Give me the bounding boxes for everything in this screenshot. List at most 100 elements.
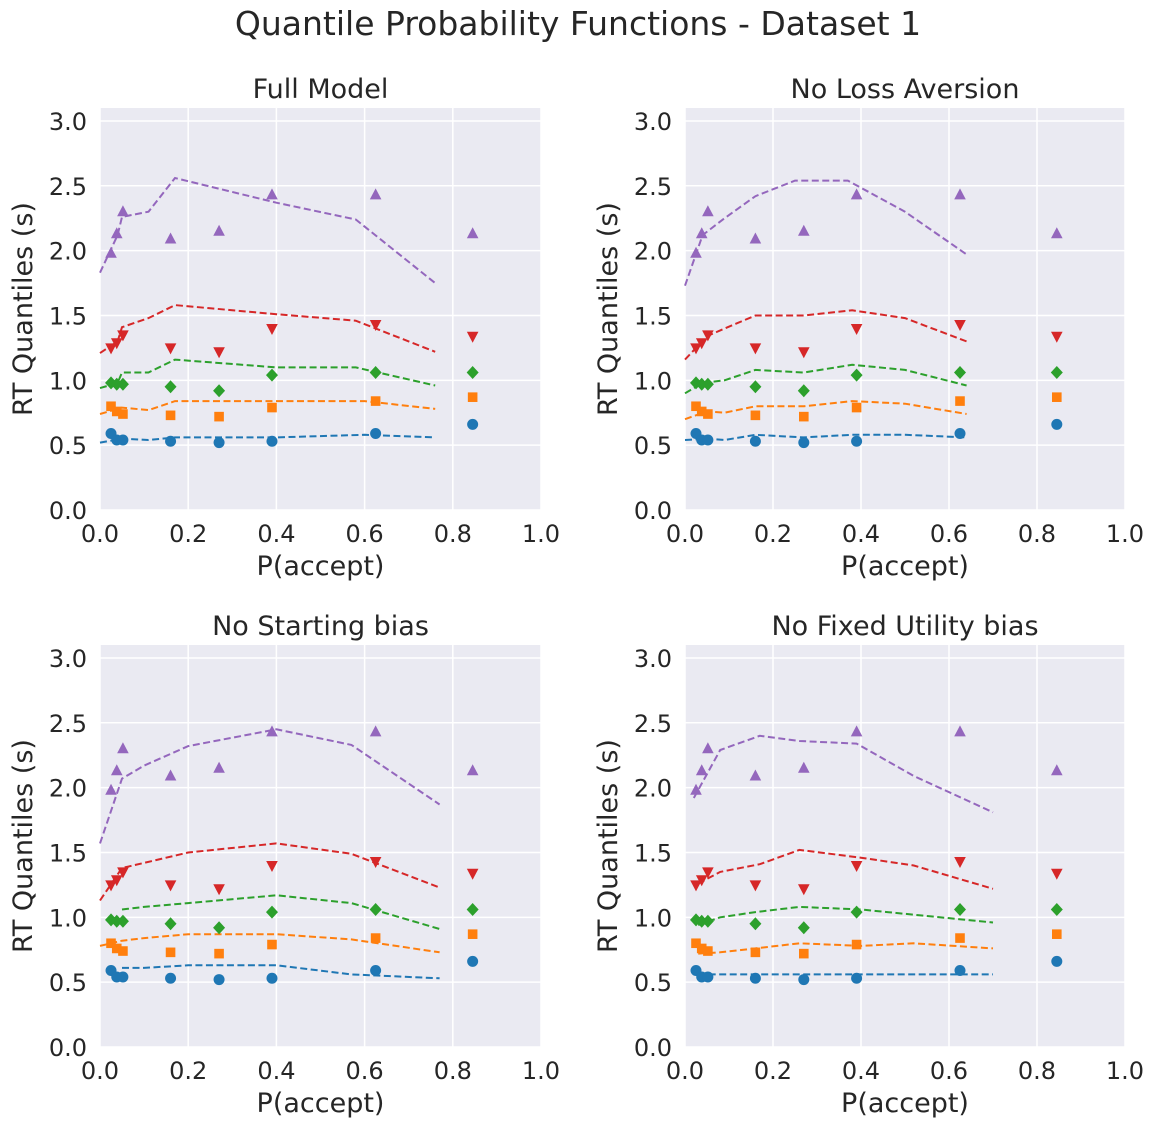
y-tick-label: 1.0 <box>49 367 87 395</box>
x-tick-label: 0.6 <box>930 1057 968 1085</box>
observed-point-q5 <box>690 246 702 258</box>
predicted-line-q4 <box>99 842 440 902</box>
y-tick-label: 2.5 <box>49 710 87 738</box>
observed-point-q1 <box>702 971 714 983</box>
observed-point-q5 <box>164 232 177 244</box>
observed-point-q5 <box>466 227 479 239</box>
observed-point-q2 <box>118 946 128 956</box>
predicted-line-q2 <box>99 400 436 415</box>
y-axis-label: RT Quantiles (s) <box>593 202 624 416</box>
observed-point-q4 <box>954 320 966 332</box>
observed-point-q5 <box>466 764 479 776</box>
observed-point-q1 <box>749 435 761 447</box>
y-tick-label: 1.5 <box>49 839 87 867</box>
observed-point-q4 <box>798 884 810 896</box>
observed-point-q2 <box>111 943 122 954</box>
predicted-line-q2 <box>99 933 440 954</box>
x-tick-label: 0.2 <box>754 1057 792 1085</box>
observed-point-q4 <box>702 330 714 342</box>
observed-point-q1 <box>370 964 382 976</box>
observed-point-q4 <box>164 343 177 355</box>
observed-point-q5 <box>266 188 278 200</box>
observed-point-q3 <box>850 368 863 382</box>
x-tick-label: 0.8 <box>434 1057 472 1085</box>
observed-point-q4 <box>954 857 966 869</box>
observed-point-q1 <box>702 434 714 446</box>
predicted-line-q5 <box>99 728 441 844</box>
observed-point-q3 <box>954 366 966 380</box>
y-tick-label: 2.5 <box>634 710 672 738</box>
observed-point-q3 <box>265 905 278 919</box>
observed-point-q2 <box>106 401 116 412</box>
y-tick-label: 3.0 <box>634 108 672 136</box>
y-tick-label: 2.5 <box>49 173 87 201</box>
observed-point-q4 <box>695 875 708 887</box>
observed-point-q3 <box>164 917 177 931</box>
chart-panel-2: 0.0 0.2 0.4 0.6 0.8 1.0 0.0 0.5 1.0 1.5 2.0 2.5 3.0 N… <box>593 74 1144 582</box>
observed-point-q2 <box>118 409 128 419</box>
observed-point-q3 <box>110 377 123 391</box>
predicted-line-q5 <box>692 734 994 814</box>
y-tick-label: 1.5 <box>49 302 87 330</box>
observed-point-q5 <box>954 725 966 737</box>
observed-point-q3 <box>110 914 123 928</box>
x-tick-label: 0.4 <box>257 1057 295 1085</box>
x-axis-label: P(accept) <box>841 551 969 582</box>
x-axis-label: P(accept) <box>257 1088 385 1119</box>
chart-panel-1: 0.0 0.2 0.4 0.6 0.8 1.0 0.0 0.5 1.0 1.5 2.0 2.5 3.0 F… <box>8 74 560 582</box>
observed-point-q2 <box>467 929 478 939</box>
observed-point-q3 <box>850 905 863 919</box>
x-tick-label: 0.2 <box>754 520 792 548</box>
observed-point-q1 <box>467 418 479 430</box>
observed-point-q4 <box>850 323 863 335</box>
observed-point-q1 <box>1051 418 1063 430</box>
observed-point-q5 <box>702 205 714 217</box>
observed-point-q2 <box>165 947 176 958</box>
observed-point-q1 <box>954 427 966 439</box>
observed-point-q5 <box>695 764 708 776</box>
observed-point-q3 <box>213 384 226 398</box>
observed-point-q1 <box>798 974 810 986</box>
observed-point-q1 <box>266 435 278 447</box>
x-tick-label: 0.0 <box>666 520 704 548</box>
y-axis-label: RT Quantiles (s) <box>593 739 624 953</box>
x-tick-label: 1.0 <box>1106 1057 1144 1085</box>
observed-point-q2 <box>467 392 478 402</box>
observed-point-q3 <box>369 366 382 380</box>
x-tick-label: 0.0 <box>666 1057 704 1085</box>
observed-point-q4 <box>213 347 225 359</box>
plot-area <box>685 645 1125 1047</box>
observed-point-q4 <box>369 320 382 332</box>
y-tick-label: 0.5 <box>49 969 87 997</box>
observed-point-q2 <box>703 946 713 956</box>
observed-point-q3 <box>749 917 762 931</box>
observed-point-q2 <box>111 406 122 417</box>
observed-point-q4 <box>117 330 129 342</box>
observed-point-q3 <box>797 384 810 398</box>
observed-point-q2 <box>750 410 761 421</box>
x-tick-label: 0.8 <box>1018 1057 1056 1085</box>
observed-point-q4 <box>110 875 123 887</box>
predicted-line-q4 <box>697 848 994 890</box>
x-tick-label: 0.4 <box>257 520 295 548</box>
observed-point-q3 <box>695 914 708 928</box>
panel-title: No Loss Aversion <box>791 74 1020 105</box>
x-tick-label: 0.4 <box>842 520 880 548</box>
observed-point-q4 <box>213 884 225 896</box>
y-tick-label: 2.0 <box>634 775 672 803</box>
observed-point-q5 <box>850 725 863 737</box>
x-tick-label: 0.0 <box>81 1057 119 1085</box>
y-axis-label: RT Quantiles (s) <box>8 202 39 416</box>
observed-point-q4 <box>105 880 117 892</box>
y-tick-label: 1.0 <box>634 904 672 932</box>
y-tick-label: 1.5 <box>634 302 672 330</box>
observed-point-q5 <box>954 188 966 200</box>
y-tick-label: 3.0 <box>49 108 87 136</box>
observed-point-q1 <box>165 435 177 447</box>
observed-point-q5 <box>850 188 863 200</box>
y-tick-label: 0.5 <box>634 432 672 460</box>
observed-point-q1 <box>213 437 225 449</box>
observed-point-q1 <box>851 972 863 984</box>
observed-point-q2 <box>799 411 809 422</box>
